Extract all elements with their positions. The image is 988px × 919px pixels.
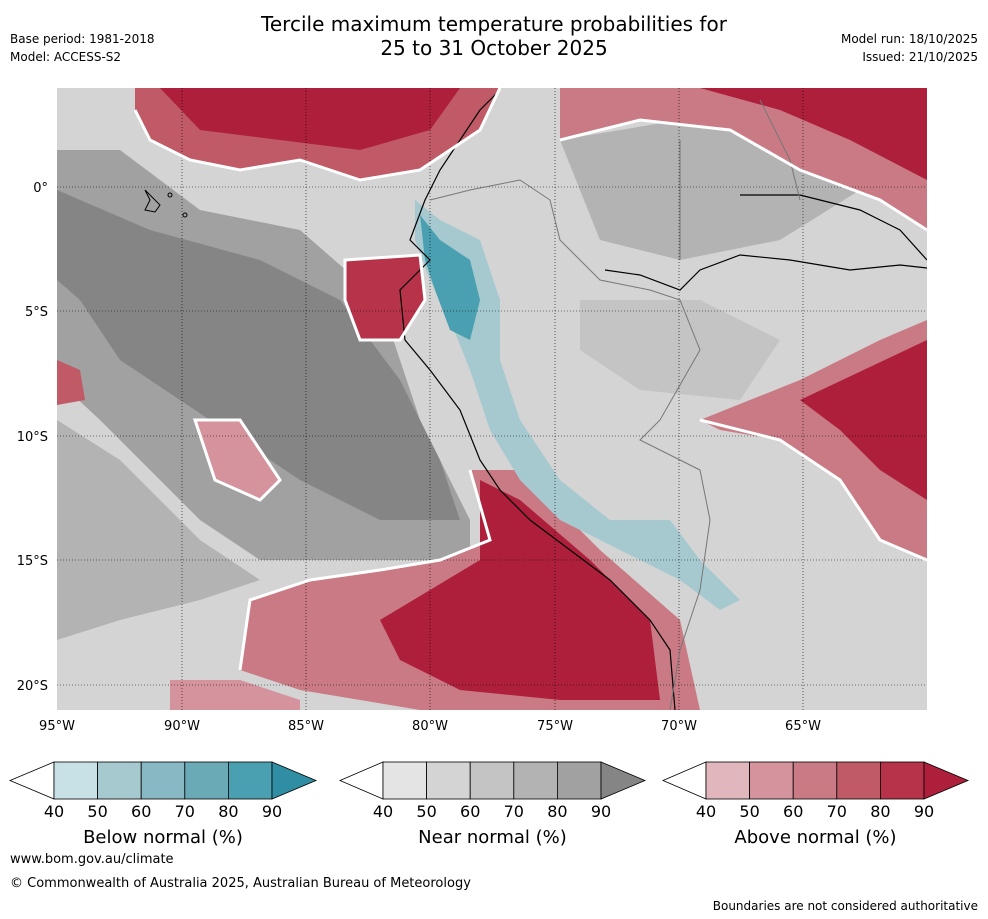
colorbar-tick-label: 60 (783, 802, 803, 821)
lat-label: 0° (33, 181, 48, 196)
galapagos-islands (144, 189, 188, 218)
meta-left: Base period: 1981-2018 Model: ACCESS-S2 (10, 30, 155, 66)
colorbar-tick-label: 50 (739, 802, 759, 821)
lat-axis: 0° 5°S 10°S 15°S 20°S (17, 181, 48, 694)
lon-label: 70°W (661, 719, 697, 734)
model-run: Model run: 18/10/2025 (840, 32, 978, 46)
lat-label: 10°S (17, 430, 48, 445)
colorbar-tick-label: 80 (870, 802, 890, 821)
colorbar-near-normal: 40 50 60 70 80 90 Near normal (%) (338, 761, 647, 848)
colorbar-tick-label: 40 (373, 802, 393, 821)
colorbar-tick-label: 40 (696, 802, 716, 821)
colorbar-label: Above normal (%) (734, 827, 896, 848)
base-period: Base period: 1981-2018 (10, 32, 155, 46)
lat-label: 5°S (25, 305, 48, 320)
disclaimer-text: Boundaries are not considered authoritat… (712, 899, 978, 913)
near-normal-60-central (580, 300, 780, 400)
lat-label: 15°S (17, 554, 48, 569)
colorbar-tick-label: 80 (218, 802, 238, 821)
colorbar-segment (382, 761, 427, 800)
below-normal-andes (415, 200, 740, 610)
colorbar-segment (836, 761, 881, 800)
colorbar-tick-label: 80 (547, 802, 567, 821)
amazon-river (604, 254, 927, 291)
graticule (57, 88, 927, 710)
colorbar-segment (227, 761, 273, 800)
title-line-2: 25 to 31 October 2025 (380, 36, 608, 60)
colorbar-max-extension (923, 761, 970, 800)
colorbar-below-normal: 40 50 60 70 80 90 Below normal (%) (8, 761, 318, 848)
lon-label: 65°W (785, 719, 821, 734)
colorbar-segment (749, 761, 794, 800)
colorbar-min-extension (661, 761, 707, 800)
colorbar-label: Near normal (%) (418, 827, 567, 848)
colorbar-max-extension (271, 761, 318, 800)
colorbar-label: Below normal (%) (83, 827, 243, 848)
lat-label: 20°S (17, 679, 48, 694)
below-normal-andes-core (420, 215, 480, 340)
above-normal-northeast-core (700, 88, 927, 180)
near-normal-70-southwest (57, 420, 260, 640)
colorbar-tick-label: 90 (262, 802, 282, 821)
colorbar-tick-label: 50 (416, 802, 436, 821)
near-normal-90-ocean (57, 190, 460, 520)
map-field (57, 88, 927, 710)
colorbar-min-extension (8, 761, 55, 800)
above-normal-southwest-patch (170, 680, 300, 710)
issued-date: Issued: 21/10/2025 (862, 50, 978, 64)
above-normal-south-core (380, 480, 660, 700)
coastline (399, 89, 676, 710)
colorbar-tick-label: 40 (44, 802, 64, 821)
title-line-1: Tercile maximum temperature probabilitie… (261, 12, 727, 36)
colorbar-segment (705, 761, 750, 800)
copyright-text: © Commonwealth of Australia 2025, Austra… (10, 876, 471, 891)
colorbar-segment (880, 761, 925, 800)
meta-right: Model run: 18/10/2025 Issued: 21/10/2025 (841, 30, 978, 66)
colorbar-min-extension (338, 761, 384, 800)
colorbar-tick-label: 60 (460, 802, 480, 821)
colorbar-segment (97, 761, 142, 800)
lon-label: 90°W (164, 719, 200, 734)
model-name: Model: ACCESS-S2 (10, 50, 122, 64)
colorbar-segment (53, 761, 98, 800)
colorbar-tick-label: 70 (827, 802, 847, 821)
colorbar-segment (557, 761, 602, 800)
above-normal-west-edge (57, 360, 85, 405)
contour-lines (133, 88, 927, 671)
lon-label: 80°W (412, 719, 448, 734)
colorbar-above-normal: 40 50 60 70 80 90 Above normal (%) (661, 761, 970, 848)
colorbar-tick-label: 50 (87, 802, 107, 821)
lon-axis: 95°W 90°W 85°W 80°W 75°W 70°W 65°W (39, 719, 821, 734)
colorbar-tick-label: 70 (175, 802, 195, 821)
above-normal-east-core (800, 340, 927, 500)
colorbar-segment (792, 761, 838, 800)
colorbar-segment (140, 761, 186, 800)
lon-label: 95°W (39, 719, 75, 734)
colorbar-tick-label: 60 (131, 802, 151, 821)
colorbar-tick-label: 70 (504, 802, 524, 821)
lon-label: 75°W (537, 719, 573, 734)
colorbar-tick-label: 90 (591, 802, 611, 821)
lon-label: 85°W (288, 719, 324, 734)
colorbar-max-extension (600, 761, 647, 800)
country-borders (429, 99, 801, 710)
colorbar-segment (513, 761, 558, 800)
colorbar-tick-label: 90 (914, 802, 934, 821)
colorbar-segment (184, 761, 229, 800)
colorbar-segment (469, 761, 515, 800)
chart-title: Tercile maximum temperature probabilitie… (0, 12, 988, 60)
above-normal-coast-gulf (345, 255, 425, 340)
northern-river (740, 194, 927, 261)
colorbar-segment (426, 761, 471, 800)
website-link[interactable]: www.bom.gov.au/climate (10, 852, 174, 867)
above-normal-north-ocean-core (160, 88, 460, 150)
